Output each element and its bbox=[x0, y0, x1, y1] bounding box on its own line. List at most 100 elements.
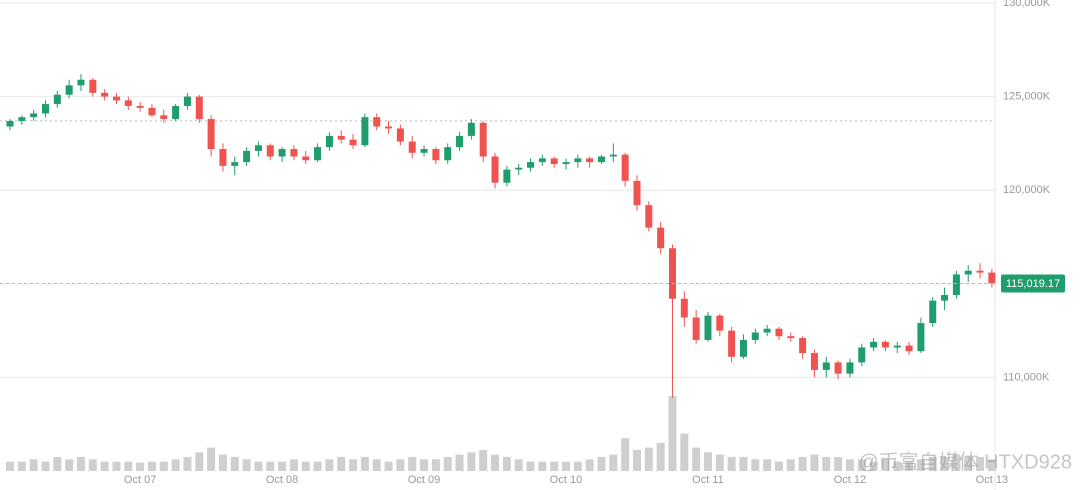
volume-bar bbox=[325, 459, 334, 471]
candle-body bbox=[89, 79, 97, 93]
candle-body bbox=[385, 126, 393, 129]
volume-bar bbox=[538, 461, 547, 471]
volume-bar bbox=[467, 452, 476, 471]
candle-body bbox=[420, 149, 428, 153]
candle-body bbox=[325, 135, 333, 148]
candle-body bbox=[408, 141, 416, 153]
volume-bar bbox=[987, 459, 996, 471]
candle-body bbox=[562, 162, 570, 164]
candle-body bbox=[491, 156, 499, 183]
candle-body bbox=[941, 295, 949, 301]
x-tick-label: Oct 13 bbox=[976, 474, 1008, 486]
volume-bar bbox=[845, 459, 854, 471]
volume-bar bbox=[195, 452, 204, 471]
candle-body bbox=[77, 79, 85, 86]
candle-body bbox=[598, 156, 605, 163]
candle-body bbox=[302, 156, 310, 161]
candle-body bbox=[101, 92, 109, 97]
volume-bar bbox=[136, 462, 145, 471]
candle-body bbox=[633, 180, 641, 206]
candle-body bbox=[444, 147, 452, 161]
volume-bar bbox=[514, 459, 523, 471]
candle-body bbox=[574, 158, 582, 163]
candle-body bbox=[810, 353, 818, 370]
watermark: @币富自媒体 HTXD928 bbox=[858, 450, 1072, 473]
candle-body bbox=[870, 341, 878, 348]
candle-body bbox=[18, 117, 26, 121]
volume-bar bbox=[349, 459, 358, 471]
volume-bar bbox=[207, 447, 216, 471]
volume-bar bbox=[384, 461, 393, 471]
candle-body bbox=[952, 274, 960, 296]
volume-bar bbox=[715, 454, 724, 471]
candle-body bbox=[290, 149, 298, 157]
candle-body bbox=[645, 205, 653, 228]
candle-body bbox=[243, 150, 251, 163]
candle-body bbox=[160, 115, 168, 120]
candle-body bbox=[668, 248, 676, 299]
volume-bar bbox=[751, 459, 760, 471]
volume-bar bbox=[65, 459, 74, 471]
volume-bar bbox=[644, 447, 653, 471]
volume-bar bbox=[301, 461, 310, 471]
candle-body bbox=[30, 113, 38, 118]
candle-body bbox=[586, 158, 594, 163]
candle-body bbox=[65, 85, 73, 95]
volume-bar bbox=[29, 459, 38, 471]
candle-body bbox=[976, 270, 984, 273]
x-tick-label: Oct 07 bbox=[124, 474, 156, 486]
volume-bar bbox=[147, 461, 156, 471]
volume-bar bbox=[396, 459, 405, 471]
volume-bar bbox=[88, 459, 97, 471]
volume-bar bbox=[124, 461, 133, 471]
volume-bar bbox=[218, 454, 227, 471]
candle-body bbox=[467, 122, 475, 136]
candle-body bbox=[219, 149, 227, 166]
candle-body bbox=[763, 328, 771, 333]
volume-bar bbox=[621, 438, 630, 471]
volume-bar bbox=[526, 461, 535, 471]
volume-bar bbox=[585, 459, 594, 471]
x-tick-label: Oct 08 bbox=[266, 474, 298, 486]
candle-body bbox=[254, 145, 262, 151]
candle-body bbox=[905, 345, 913, 352]
candle-body bbox=[621, 154, 629, 181]
volume-bar bbox=[597, 456, 606, 471]
volume-bar bbox=[408, 456, 417, 471]
candle-body bbox=[751, 332, 759, 340]
volume-bar bbox=[17, 461, 26, 471]
candle-body bbox=[527, 162, 535, 168]
candle-body bbox=[396, 128, 404, 142]
candle-body bbox=[231, 162, 239, 166]
volume-bar bbox=[337, 456, 346, 471]
volume-bar bbox=[739, 456, 748, 471]
volume-bar bbox=[573, 461, 582, 471]
candle-body bbox=[716, 315, 724, 331]
volume-bar bbox=[822, 456, 831, 471]
volume-bar bbox=[76, 456, 85, 471]
volume-bar bbox=[491, 454, 500, 471]
last-price-label: 115,019.17 bbox=[1006, 278, 1060, 290]
volume-bar bbox=[869, 461, 878, 471]
candle-body bbox=[881, 341, 889, 348]
candle-body bbox=[609, 154, 617, 157]
volume-bar bbox=[656, 442, 665, 471]
y-tick-label: 110,000K bbox=[1003, 371, 1050, 383]
volume-bar bbox=[692, 447, 701, 471]
candle-body bbox=[680, 298, 688, 318]
volume-bar bbox=[893, 461, 902, 471]
x-tick-label: Oct 10 bbox=[550, 474, 582, 486]
candle-body bbox=[739, 339, 747, 357]
volume-bar bbox=[479, 449, 488, 471]
volume-bar bbox=[763, 459, 772, 471]
volume-bar bbox=[41, 461, 50, 471]
candle-body bbox=[124, 100, 132, 106]
candle-body bbox=[515, 167, 523, 170]
y-tick-label: 120,000K bbox=[1003, 184, 1051, 196]
volume-bar bbox=[53, 456, 62, 471]
volume-bar bbox=[313, 461, 322, 471]
candle-body bbox=[148, 107, 156, 116]
candle-body bbox=[550, 158, 558, 164]
candle-body bbox=[988, 272, 996, 284]
